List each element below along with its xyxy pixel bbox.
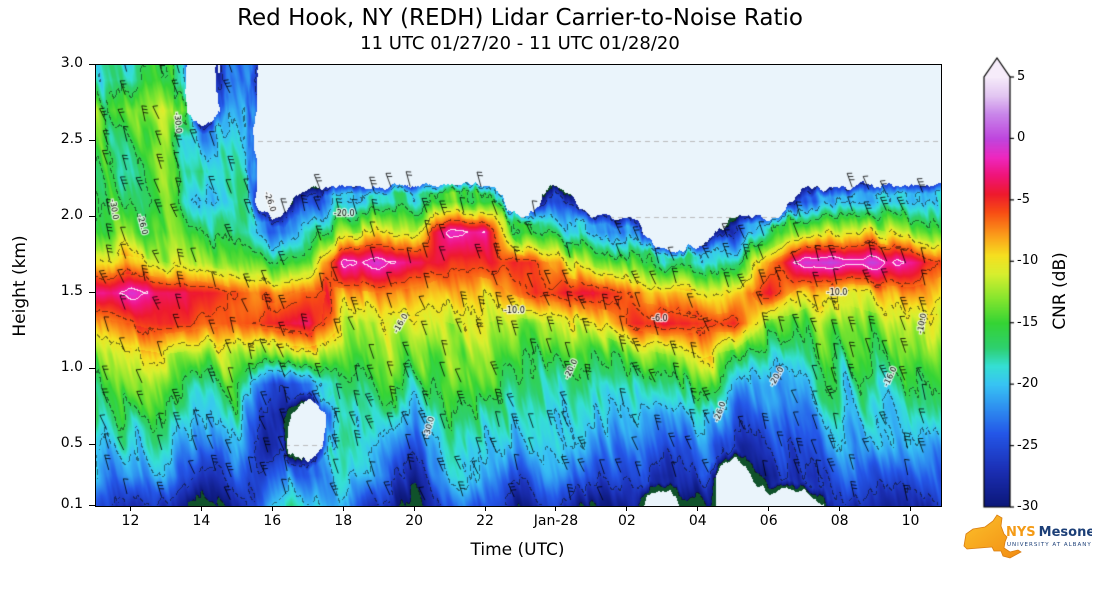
svg-text:NYSMesonet: NYSMesonet	[1006, 525, 1092, 540]
logo-text-nys: NYS	[1006, 525, 1036, 540]
y-tick-mark	[89, 291, 95, 293]
chart-title: Red Hook, NY (REDH) Lidar Carrier-to-Noi…	[237, 5, 803, 31]
colorbar-tick-label: 5	[1017, 69, 1026, 84]
colorbar-tick-label: -20	[1017, 376, 1039, 392]
y-tick-label: 2.0	[60, 207, 83, 224]
x-tick-label: 20	[405, 513, 424, 529]
y-tick-label: 2.5	[60, 131, 83, 148]
logo-tagline: UNIVERSITY AT ALBANY	[1007, 542, 1092, 548]
x-tick-label: 14	[192, 513, 211, 529]
colorbar	[982, 55, 1022, 525]
x-tick-mark	[839, 506, 841, 511]
x-tick-label: Jan-28	[533, 513, 579, 529]
x-tick-mark	[484, 506, 486, 511]
colorbar-tick-label: -25	[1017, 437, 1039, 453]
x-tick-label: 16	[263, 513, 282, 529]
x-tick-mark	[129, 506, 131, 511]
x-tick-label: 02	[617, 513, 636, 529]
plot-area	[95, 64, 942, 507]
x-tick-mark	[342, 506, 344, 511]
colorbar-tick-label: -15	[1017, 314, 1039, 330]
x-tick-label: 18	[334, 513, 353, 529]
y-tick-label: 0.5	[60, 435, 83, 452]
colorbar-tick-label: -10	[1017, 253, 1039, 269]
cnr-heatmap-canvas	[96, 65, 941, 506]
colorbar-tick-label: -5	[1017, 191, 1030, 207]
y-tick-mark	[89, 443, 95, 445]
x-tick-mark	[271, 506, 273, 511]
x-tick-mark	[910, 506, 912, 511]
y-tick-label: 1.5	[60, 283, 83, 300]
x-tick-mark	[768, 506, 770, 511]
x-tick-label: 08	[830, 513, 849, 529]
ny-state-shape-icon	[963, 514, 1022, 559]
colorbar-tick-label: -30	[1017, 499, 1039, 514]
x-tick-mark	[555, 506, 557, 511]
x-tick-label: 12	[121, 513, 140, 529]
x-tick-mark	[697, 506, 699, 511]
y-tick-mark	[89, 367, 95, 369]
x-tick-mark	[413, 506, 415, 511]
x-tick-mark	[200, 506, 202, 511]
y-tick-mark	[89, 63, 95, 65]
y-tick-mark	[89, 215, 95, 217]
x-axis-label: Time (UTC)	[470, 540, 565, 560]
chart-subtitle: 11 UTC 01/27/20 - 11 UTC 01/28/20	[360, 33, 680, 54]
y-tick-label: 0.1	[60, 496, 83, 512]
colorbar-label: CNR (dB)	[1050, 252, 1070, 330]
y-tick-mark	[89, 504, 95, 506]
logo-text-mesonet: Mesonet	[1039, 525, 1092, 540]
nys-mesonet-logo: NYSMesonet UNIVERSITY AT ALBANY	[960, 508, 1093, 588]
y-tick-mark	[89, 139, 95, 141]
x-tick-label: 10	[901, 513, 920, 529]
x-tick-label: 22	[476, 513, 494, 529]
nys-mesonet-logo-graphic: NYSMesonet UNIVERSITY AT ALBANY	[963, 514, 1093, 559]
y-tick-label: 1.0	[60, 359, 83, 376]
x-tick-label: 04	[688, 513, 707, 529]
y-axis-label: Height (km)	[10, 235, 30, 337]
y-tick-label: 3.0	[60, 55, 83, 71]
colorbar-tick-label: 0	[1017, 130, 1026, 146]
x-tick-label: 06	[759, 513, 778, 529]
x-tick-mark	[626, 506, 628, 511]
